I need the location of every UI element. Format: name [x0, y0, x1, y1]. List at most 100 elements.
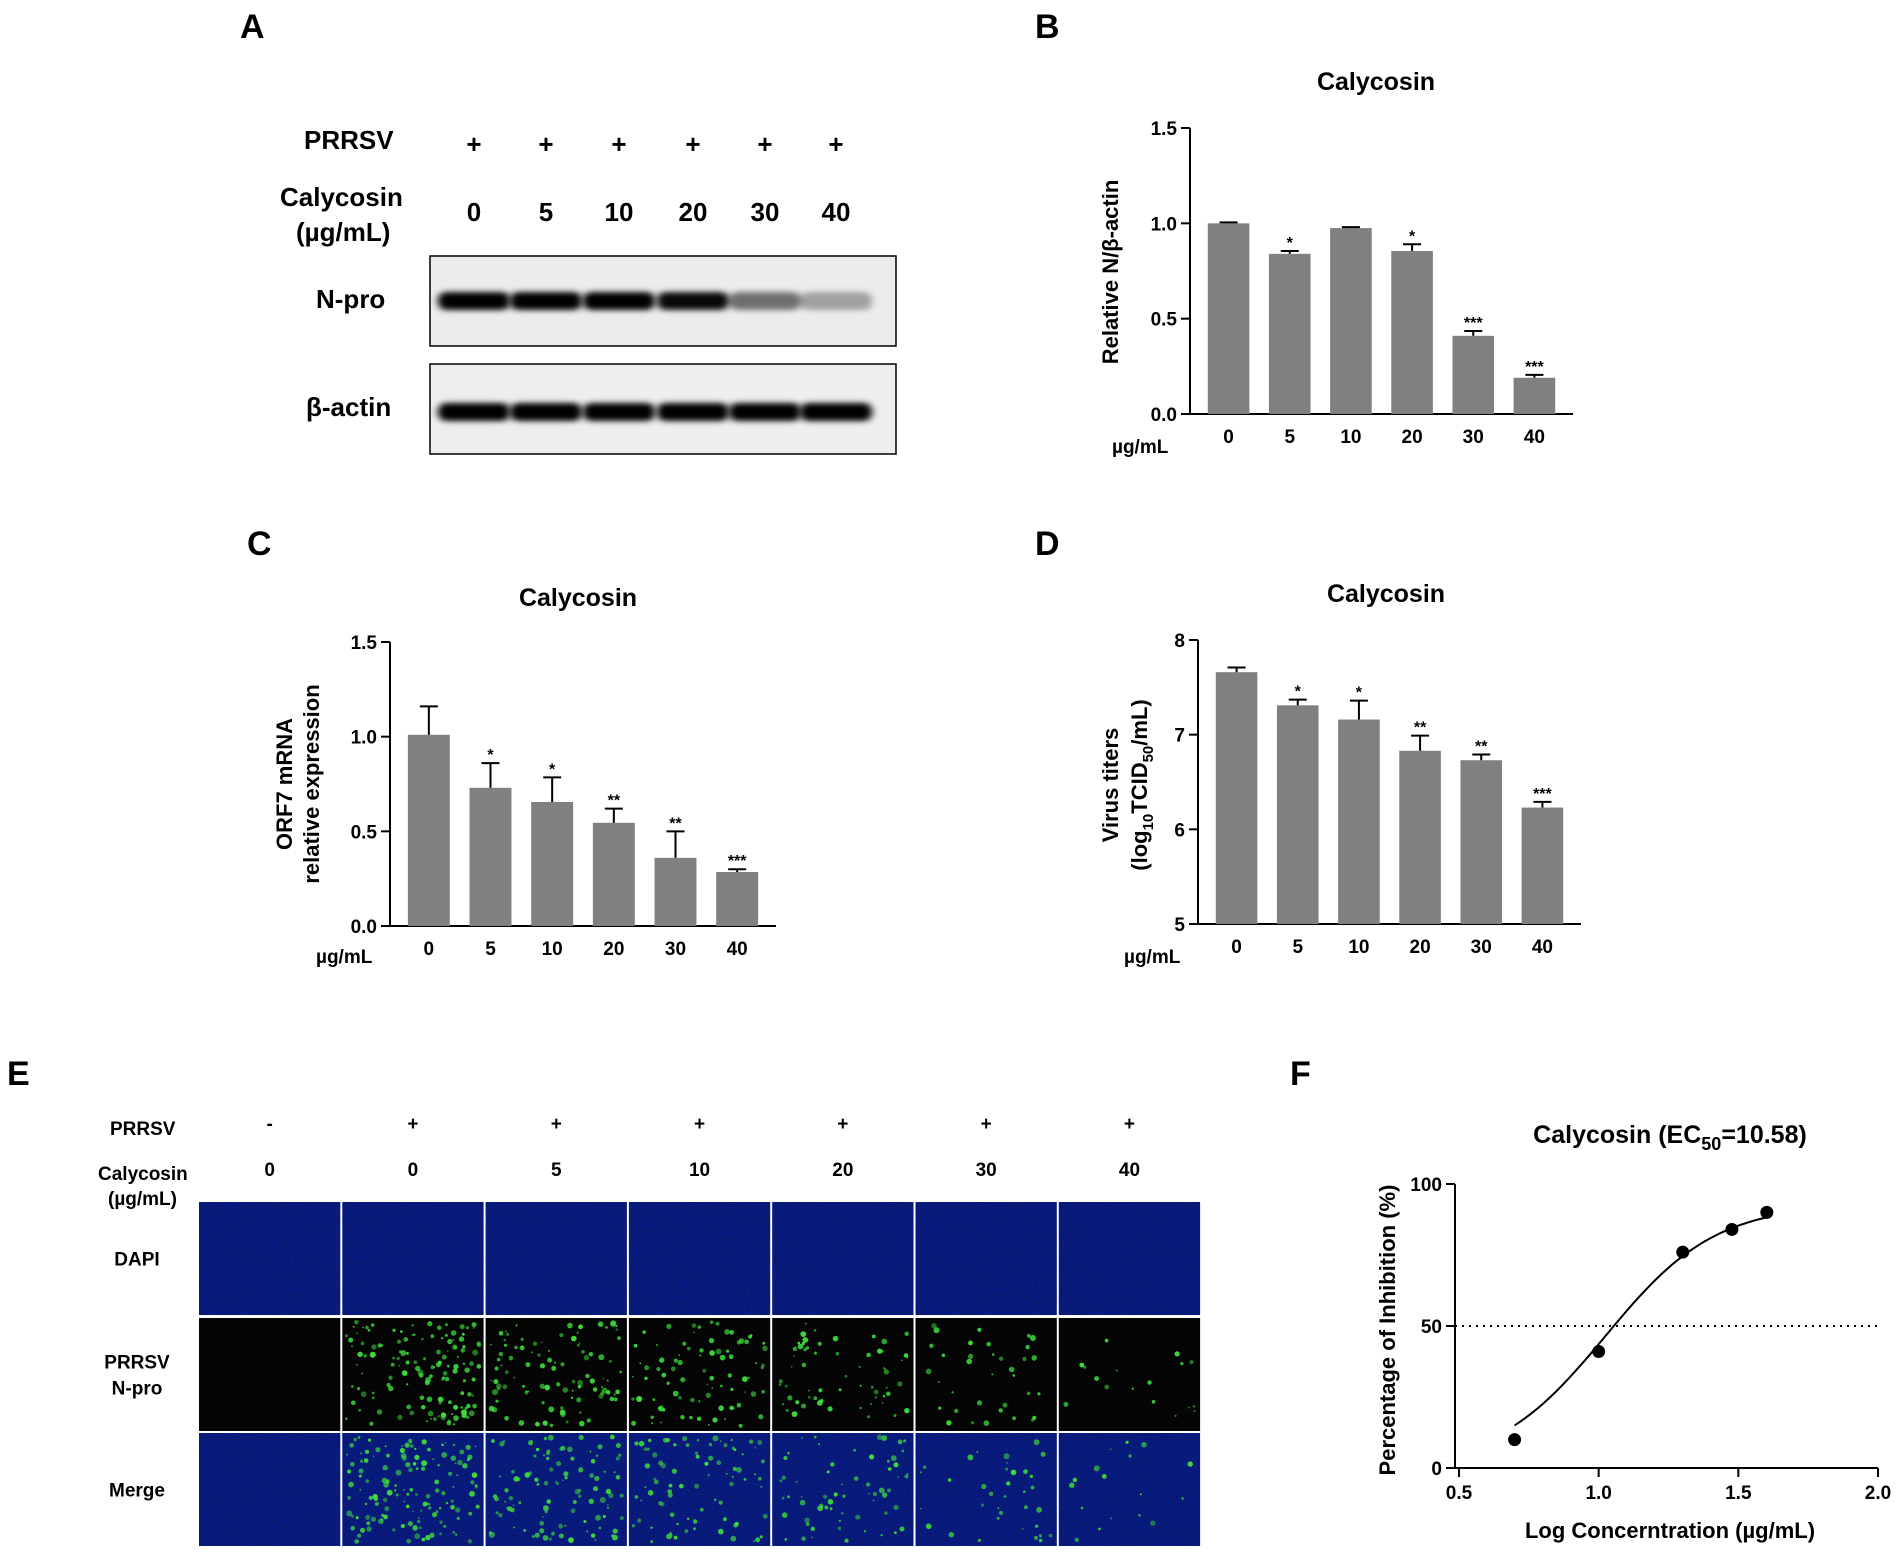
infected-cell: [633, 1343, 638, 1348]
infected-cell: [634, 1495, 639, 1499]
infected-cell: [868, 1492, 870, 1495]
infected-cell: [562, 1387, 569, 1393]
infected-cell: [736, 1402, 742, 1408]
infected-cell: [870, 1403, 872, 1405]
infected-cell: [427, 1503, 431, 1506]
infected-cell: [595, 1454, 599, 1457]
infected-cell: [509, 1507, 515, 1513]
infected-cell: [439, 1532, 442, 1536]
bar: [1513, 377, 1556, 414]
infected-cell: [666, 1533, 672, 1540]
infected-cell: [689, 1415, 693, 1420]
infected-cell: [469, 1361, 474, 1367]
infected-cell: [690, 1397, 695, 1403]
infected-cell: [368, 1495, 373, 1500]
infected-cell: [406, 1538, 412, 1544]
infected-cell: [748, 1334, 752, 1339]
infected-cell: [1003, 1453, 1010, 1460]
infected-cell: [725, 1473, 728, 1475]
infected-cell: [619, 1516, 624, 1521]
data-point: [1676, 1245, 1690, 1259]
infected-cell: [762, 1341, 766, 1345]
infected-cell: [668, 1483, 673, 1488]
infected-cell: [708, 1442, 713, 1447]
infected-cell: [646, 1447, 650, 1451]
infected-cell: [467, 1457, 471, 1461]
infected-cell: [829, 1507, 833, 1511]
significance-mark: ***: [1525, 359, 1544, 376]
infected-cell: [354, 1320, 359, 1325]
infected-cell: [470, 1480, 475, 1485]
infected-cell: [421, 1439, 427, 1445]
infected-cell: [577, 1385, 582, 1389]
chart-title-c: Calycosin: [519, 584, 637, 612]
infected-cell: [643, 1447, 648, 1451]
infected-cell: [412, 1510, 414, 1513]
y-tick-label: 0: [1431, 1459, 1442, 1480]
nuclei-texture: [772, 1202, 914, 1315]
infected-cell: [461, 1332, 465, 1336]
infected-cell: [743, 1478, 747, 1481]
infected-cell: [555, 1482, 559, 1486]
infected-cell: [894, 1531, 897, 1535]
infected-cell: [462, 1379, 467, 1383]
y-axis-label-f: Percentage of Inhibition (%): [1375, 1185, 1400, 1476]
infected-cell: [805, 1522, 810, 1526]
infected-cell: [893, 1414, 897, 1417]
micrograph-tile: [628, 1318, 771, 1431]
infected-cell: [406, 1492, 410, 1496]
infected-cell: [976, 1451, 979, 1453]
virus-sign: +: [611, 129, 626, 159]
infected-cell: [859, 1384, 862, 1387]
infected-cell: [888, 1467, 892, 1471]
dose-label: 40: [822, 197, 851, 227]
infected-cell: [558, 1523, 563, 1529]
infected-cell: [615, 1443, 621, 1448]
x-tick-label: 40: [1524, 427, 1545, 448]
infected-cell: [491, 1439, 495, 1443]
infected-cell: [694, 1483, 700, 1489]
infected-cell: [425, 1420, 429, 1423]
infected-cell: [597, 1444, 603, 1450]
infected-cell: [592, 1387, 598, 1392]
infected-cell: [698, 1327, 700, 1329]
infected-cell: [421, 1405, 426, 1410]
y-tick-label: 0.5: [1151, 310, 1178, 331]
infected-cell: [355, 1516, 359, 1520]
infected-cell: [650, 1526, 653, 1529]
infected-cell: [615, 1456, 620, 1461]
infected-cell: [1005, 1467, 1009, 1471]
infected-cell: [976, 1400, 983, 1406]
infected-cell: [673, 1535, 678, 1540]
infected-cell: [498, 1513, 503, 1518]
infected-cell: [1026, 1391, 1031, 1396]
infected-cell: [443, 1524, 447, 1528]
infected-cell: [437, 1360, 442, 1365]
infected-cell: [578, 1434, 584, 1440]
infected-cell: [833, 1492, 838, 1497]
infected-cell: [877, 1348, 883, 1354]
infected-cell: [518, 1420, 525, 1426]
infected-cell: [938, 1406, 942, 1410]
infected-cell: [543, 1480, 549, 1486]
npro-band: [510, 292, 582, 310]
infected-cell: [455, 1533, 458, 1536]
infected-cell: [730, 1535, 737, 1542]
infected-cell: [539, 1363, 546, 1369]
infected-cell: [544, 1510, 548, 1514]
infected-cell: [712, 1417, 718, 1423]
infected-cell: [947, 1478, 952, 1482]
infected-cell: [415, 1467, 419, 1470]
infected-cell: [400, 1523, 405, 1529]
infected-cell: [359, 1488, 362, 1491]
infected-cell: [650, 1540, 654, 1543]
infected-cell: [1128, 1454, 1132, 1458]
infected-cell: [348, 1481, 354, 1488]
infected-cell: [719, 1354, 726, 1361]
image-row-label: DAPI: [114, 1250, 159, 1271]
image-row-label: N-pro: [112, 1379, 163, 1400]
infected-cell: [578, 1467, 584, 1473]
x-tick-label: 5: [485, 939, 496, 960]
infected-cell: [638, 1440, 645, 1447]
infected-cell: [476, 1341, 481, 1346]
